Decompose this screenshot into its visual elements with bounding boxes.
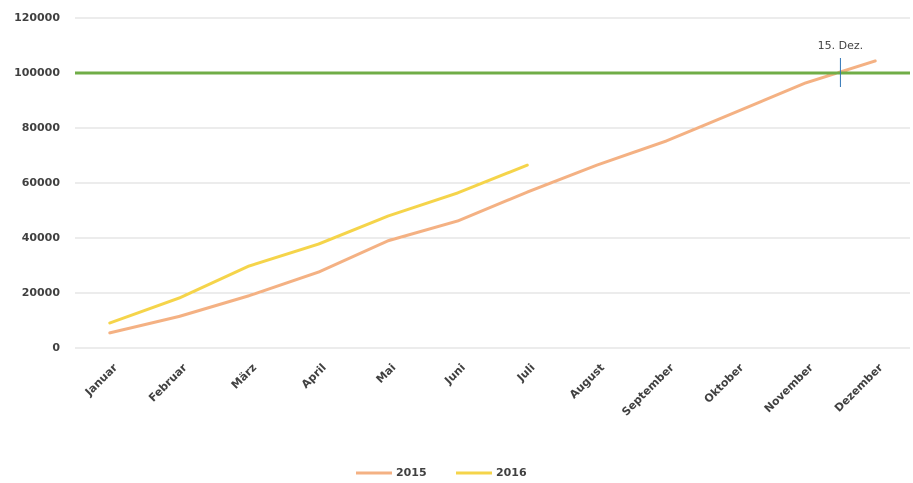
legend-label: 2015: [396, 466, 427, 479]
x-tick-label: Mai: [374, 361, 399, 386]
y-tick-label: 0: [52, 341, 60, 354]
series-line: [108, 59, 877, 335]
x-tick-label: Januar: [82, 361, 121, 400]
x-tick-label: Juli: [514, 361, 538, 385]
y-tick-label: 60000: [22, 176, 61, 189]
x-tick-label: August: [567, 361, 607, 401]
x-tick-label: Oktober: [702, 361, 747, 406]
y-tick-label: 80000: [22, 121, 61, 134]
x-tick-label: Juni: [441, 361, 468, 388]
y-tick-label: 100000: [14, 66, 60, 79]
legend-label: 2016: [496, 466, 527, 479]
y-tick-label: 20000: [22, 286, 61, 299]
x-tick-label: April: [299, 361, 329, 391]
annotation: 15. Dez.: [818, 39, 864, 52]
x-tick-label: Dezember: [832, 361, 886, 415]
series-line: [108, 163, 529, 325]
x-tick-label: Februar: [146, 361, 190, 405]
x-tick-label: März: [229, 361, 260, 392]
y-tick-label: 40000: [22, 231, 61, 244]
x-tick-label: November: [762, 361, 817, 416]
x-tick-label: September: [619, 361, 677, 419]
y-tick-label: 120000: [14, 11, 60, 24]
